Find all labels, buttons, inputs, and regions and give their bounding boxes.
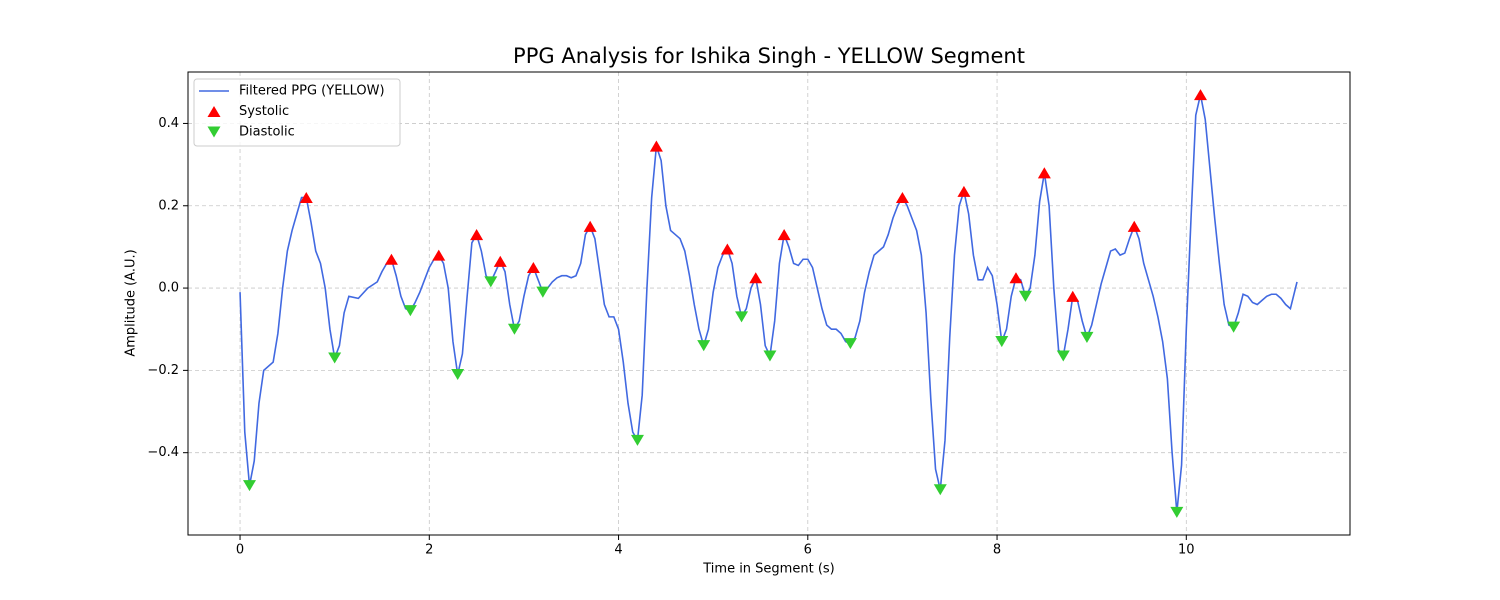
legend-box (193, 78, 401, 147)
legend-label: Diastolic (239, 125, 295, 140)
peak-marker (470, 229, 484, 241)
x-tick-label: 8 (993, 543, 1001, 558)
peak-marker (432, 249, 446, 261)
data-line (239, 94, 1298, 513)
peak-marker (1009, 272, 1023, 284)
y-tick-label: −0.2 (147, 363, 179, 378)
peak-marker (649, 140, 663, 152)
legend: Filtered PPG (YELLOW) Systolic Diastolic (193, 78, 401, 147)
peak-marker (895, 191, 909, 204)
chart-title: PPG Analysis for Ishika Singh - YELLOW S… (513, 44, 1025, 68)
peak-marker (957, 185, 971, 197)
x-tick-label: 0 (236, 543, 244, 558)
peak-marker (763, 350, 777, 362)
peak-marker (843, 338, 857, 350)
x-tick-label: 10 (1178, 543, 1195, 558)
peak-marker (697, 340, 711, 352)
peak-marker (493, 255, 507, 267)
plot-frame (187, 71, 1351, 536)
peak-marker (243, 480, 257, 492)
legend-swatch (207, 126, 221, 138)
x-axis-label: Time in Segment (s) (702, 562, 834, 577)
peak-marker (749, 272, 763, 284)
peak-marker (507, 323, 521, 335)
peak-marker (1037, 167, 1051, 179)
peak-marker (1170, 506, 1184, 518)
peak-marker (1193, 89, 1207, 101)
peak-marker (328, 352, 342, 364)
peak-marker (299, 191, 313, 204)
y-axis-label: Amplitude (A.U.) (124, 249, 139, 356)
peak-marker (484, 276, 498, 288)
legend-swatch (207, 105, 221, 118)
peak-marker (1056, 350, 1070, 362)
peak-marker (403, 305, 417, 317)
peak-marker (720, 243, 734, 255)
peak-marker (526, 261, 540, 274)
y-tick-label: 0.2 (158, 198, 179, 213)
x-tick-label: 2 (425, 543, 433, 558)
y-tick-label: 0.4 (158, 116, 179, 131)
peak-marker (1080, 331, 1094, 343)
peak-marker (1018, 290, 1032, 302)
peak-marker (1127, 220, 1141, 232)
peak-marker (451, 368, 465, 381)
legend-label: Filtered PPG (YELLOW) (239, 84, 385, 99)
peak-marker (1227, 321, 1241, 333)
peak-marker (630, 434, 644, 446)
y-tick-label: 0.0 (158, 281, 179, 296)
x-tick-label: 4 (614, 543, 622, 558)
peak-marker (536, 286, 550, 298)
peak-marker (583, 220, 597, 232)
peak-marker (1066, 290, 1080, 302)
peak-marker (933, 484, 947, 496)
peak-marker (735, 311, 749, 323)
peak-marker (777, 229, 791, 241)
peak-marker (384, 253, 398, 265)
legend-label: Systolic (239, 104, 289, 119)
y-tick-label: −0.4 (147, 445, 179, 460)
x-tick-label: 6 (804, 543, 812, 558)
peak-marker (995, 336, 1009, 348)
